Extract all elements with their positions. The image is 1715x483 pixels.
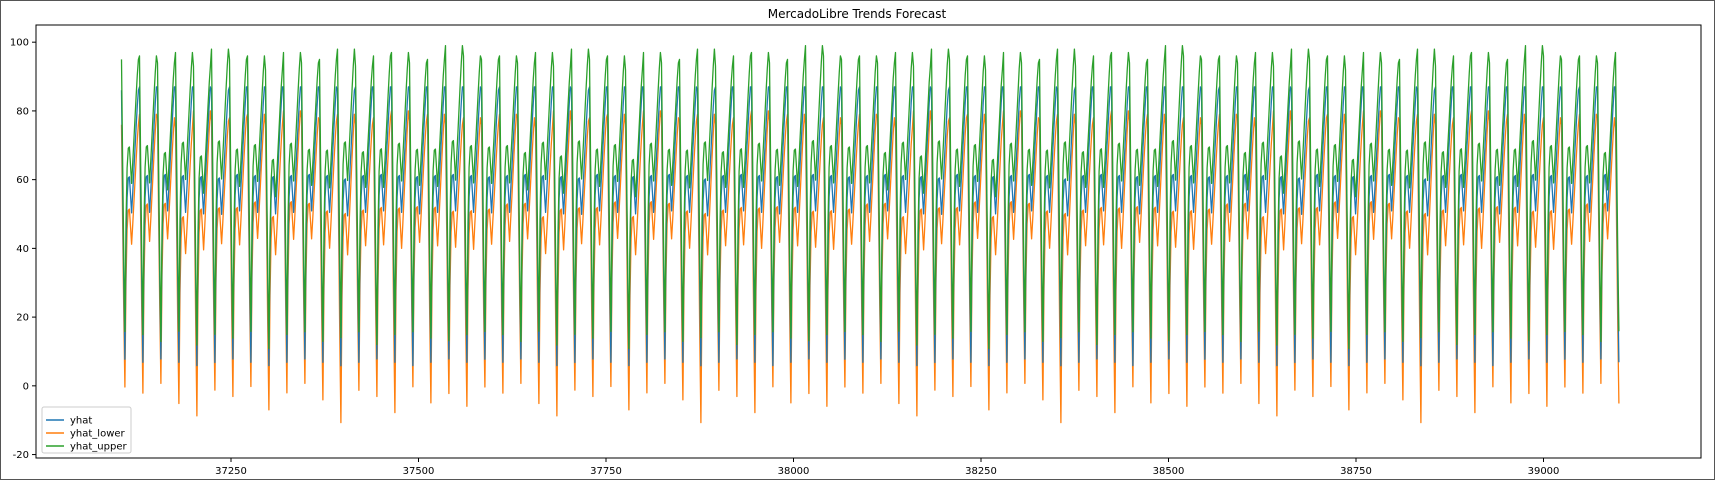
legend-label-yhat_lower: yhat_lower xyxy=(70,429,126,440)
legend-label-yhat: yhat xyxy=(70,416,92,427)
x-tick-label: 37500 xyxy=(403,466,435,477)
y-tick-label: 100 xyxy=(10,38,29,49)
x-tick-label: 38750 xyxy=(1340,466,1372,477)
x-tick-label: 37750 xyxy=(590,466,622,477)
y-tick-label: 0 xyxy=(23,381,29,392)
x-tick-label: 38000 xyxy=(778,466,810,477)
x-axis: 37250 37500 37750 38000 38250 38500 38750 39000 xyxy=(215,458,1559,477)
legend-label-yhat_upper: yhat_upper xyxy=(70,442,127,453)
x-tick-label: 39000 xyxy=(1528,466,1560,477)
series-layer xyxy=(120,44,1620,424)
x-tick-label: 37250 xyxy=(215,466,247,477)
y-axis: -20 0 20 40 60 80 100 xyxy=(10,38,36,461)
series-line-yhat_lower xyxy=(120,110,1620,424)
y-tick-label: -20 xyxy=(13,450,29,461)
y-tick-label: 80 xyxy=(16,106,29,117)
y-tick-label: 20 xyxy=(16,313,29,324)
chart-title: MercadoLibre Trends Forecast xyxy=(768,7,947,21)
series-line-yhat_upper xyxy=(120,44,1620,350)
series-line-yhat xyxy=(120,86,1620,367)
y-tick-label: 60 xyxy=(16,175,29,186)
plot-area xyxy=(35,24,1702,459)
axes-frame xyxy=(35,24,1702,459)
x-tick-label: 38500 xyxy=(1153,466,1185,477)
x-tick-label: 38250 xyxy=(965,466,997,477)
legend: yhat yhat_lower yhat_upper xyxy=(41,406,132,454)
legend-box xyxy=(41,406,132,454)
y-tick-label: 40 xyxy=(16,244,29,255)
